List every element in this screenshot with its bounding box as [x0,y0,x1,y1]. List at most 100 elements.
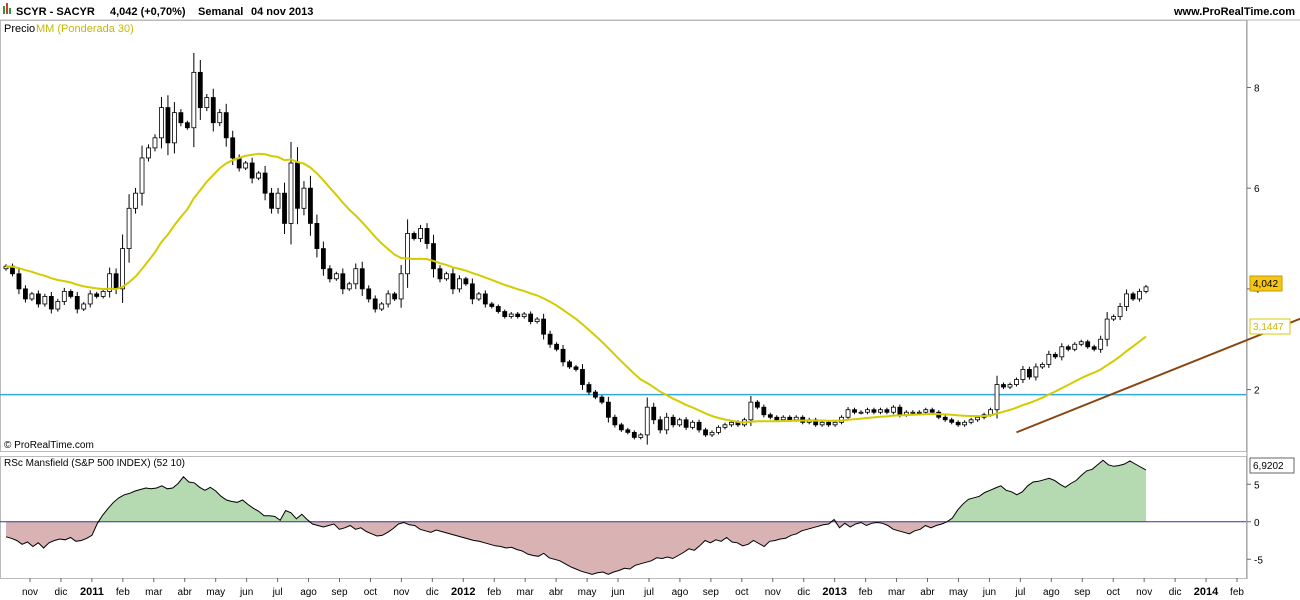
x-axis-label: 2012 [451,586,475,598]
candle [832,421,838,426]
candle [955,421,961,426]
candle [230,137,236,159]
candle [282,192,287,224]
candle [314,223,320,249]
candle [508,313,514,317]
candle [703,429,708,436]
candle [554,343,559,350]
candle [1078,341,1084,345]
candle [852,409,857,413]
candle [586,384,592,393]
candle [916,411,922,414]
rsc-axis-label: 5 [1254,480,1260,491]
bar-icon [3,6,5,14]
candle [372,298,378,310]
candle [437,268,443,280]
candle [204,97,210,108]
candle [1117,306,1123,317]
candle [754,401,760,408]
candle [767,414,773,418]
candle [709,431,715,436]
candle [146,147,151,159]
candle [469,283,475,300]
candle [1098,338,1104,350]
candle [664,416,670,431]
candle [405,233,410,275]
x-axis-label: may [206,587,225,598]
x-axis-label: oct [364,587,378,598]
candle [942,416,948,421]
candle [502,311,508,317]
ma-tag-label: 3,1447 [1253,322,1284,333]
candle [1046,353,1052,365]
x-axis-label: feb [487,587,501,598]
candle [878,409,883,413]
candle [366,288,372,300]
x-axis-label: may [949,587,968,598]
candle [994,384,1000,411]
candle [275,192,281,209]
x-axis-label: dic [1169,587,1182,598]
x-axis-label: 2014 [1194,586,1219,598]
candle [197,71,203,109]
candle [644,406,650,436]
x-axis-label: may [578,587,597,598]
candle [865,409,870,413]
candle [61,290,67,302]
candle [288,162,294,224]
price-tag-label: 4,042 [1253,279,1278,290]
rsc-layer [0,459,1246,575]
candle [515,313,521,317]
candle [476,293,482,300]
rsc-axis-label: 0 [1254,518,1260,529]
candle [385,293,391,305]
candle [100,290,106,297]
candle [968,419,974,423]
candle [1130,293,1136,300]
candle [780,416,786,421]
x-axis-label: sep [703,587,720,598]
candle [379,303,385,310]
candle [826,421,832,426]
candle [683,419,689,428]
candle [23,288,28,300]
candle [547,333,553,345]
candle [29,293,35,300]
candle [191,71,197,129]
candle [1033,366,1039,378]
candle [988,409,993,416]
candle [495,306,501,312]
candle [729,421,734,426]
candle [696,421,702,431]
candle [450,273,456,290]
candle [1143,286,1149,292]
candle [172,112,177,144]
candle [929,409,935,413]
candle [677,419,683,426]
candle [210,97,216,124]
candle [1052,353,1058,358]
copyright-label: © ProRealTime.com [4,440,94,451]
x-axis-label: jul [1014,587,1025,598]
candle [120,248,125,290]
price-layer [0,52,1300,445]
candle [793,416,799,421]
candle [949,419,955,423]
candle [107,273,113,292]
candle [1020,369,1026,380]
site-link[interactable]: www.ProRealTime.com [1173,6,1295,18]
symbol-title: SCYR - SACYR [16,6,95,18]
x-axis-label: oct [735,587,749,598]
x-axis-label: nov [1136,587,1152,598]
candle [262,172,268,194]
candle [223,112,229,139]
candle [1085,341,1091,348]
x-axis-label: abr [549,587,564,598]
candle [1014,379,1019,385]
rsc-axis-label: -5 [1254,555,1263,566]
x-axis-label: ago [300,587,317,598]
x-axis-label: jul [272,587,283,598]
candle [48,296,54,310]
x-axis-label: jun [982,587,996,598]
x-axis-label: nov [765,587,781,598]
